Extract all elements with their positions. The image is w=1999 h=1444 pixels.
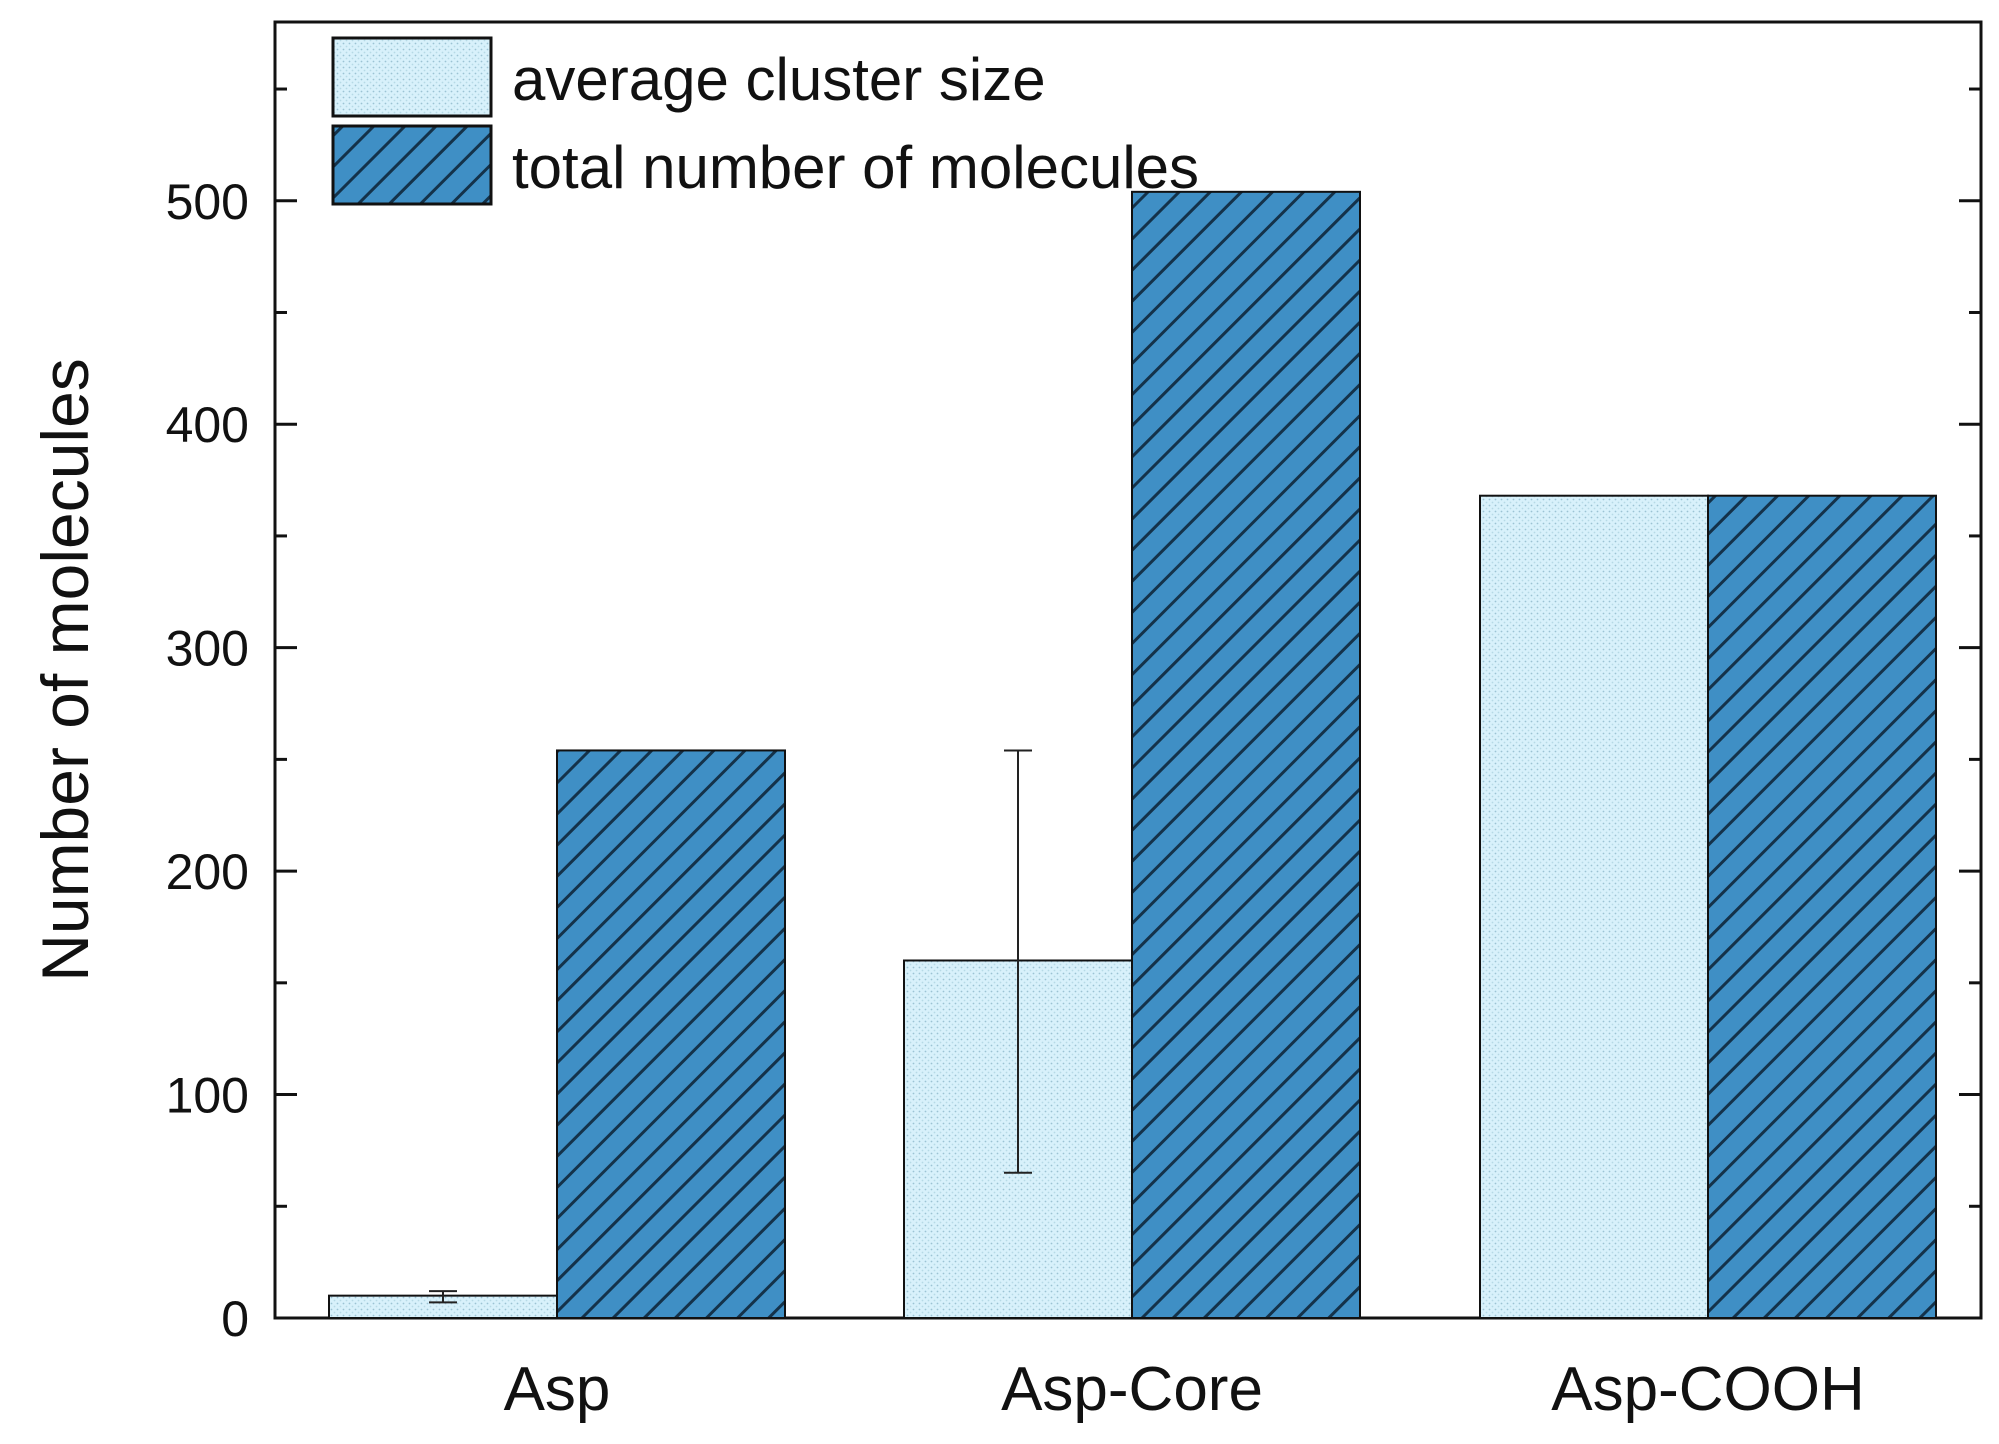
- y-tick-label-300: 300: [166, 621, 249, 677]
- ticks-layer: [275, 87, 1981, 1320]
- legend-label-average-cluster-size: average cluster size: [512, 46, 1046, 113]
- legend-label-total-number-of-molecules: total number of molecules: [512, 134, 1199, 201]
- legend-swatch-total-number-of-molecules: [331, 124, 493, 206]
- x-tick-label-asp: Asp: [504, 1355, 611, 1424]
- bar-asp-core-total-number-of-molecules: [1131, 190, 1361, 1320]
- y-tick-label-0: 0: [221, 1291, 249, 1347]
- legend-swatch-average-cluster-size: [331, 36, 493, 118]
- bars-layer: [328, 190, 1937, 1320]
- labels-layer: Asp Asp-Core Asp-COOH 0 100 200 300 400 500: [166, 174, 1865, 1424]
- bar-asp-total-number-of-molecules: [556, 749, 786, 1319]
- legend: average cluster size total number of mol…: [331, 36, 1199, 206]
- y-axis-title: Number of molecules: [28, 358, 102, 982]
- y-tick-label-500: 500: [166, 174, 249, 230]
- bar-asp-cooh-total-number-of-molecules: [1707, 494, 1937, 1320]
- bar-asp-cooh-average-cluster-size: [1479, 494, 1709, 1320]
- x-tick-label-asp-cooh: Asp-COOH: [1551, 1355, 1864, 1424]
- y-tick-label-200: 200: [166, 844, 249, 900]
- x-tick-label-asp-core: Asp-Core: [1001, 1355, 1263, 1424]
- y-tick-label-100: 100: [166, 1068, 249, 1124]
- y-tick-label-400: 400: [166, 397, 249, 453]
